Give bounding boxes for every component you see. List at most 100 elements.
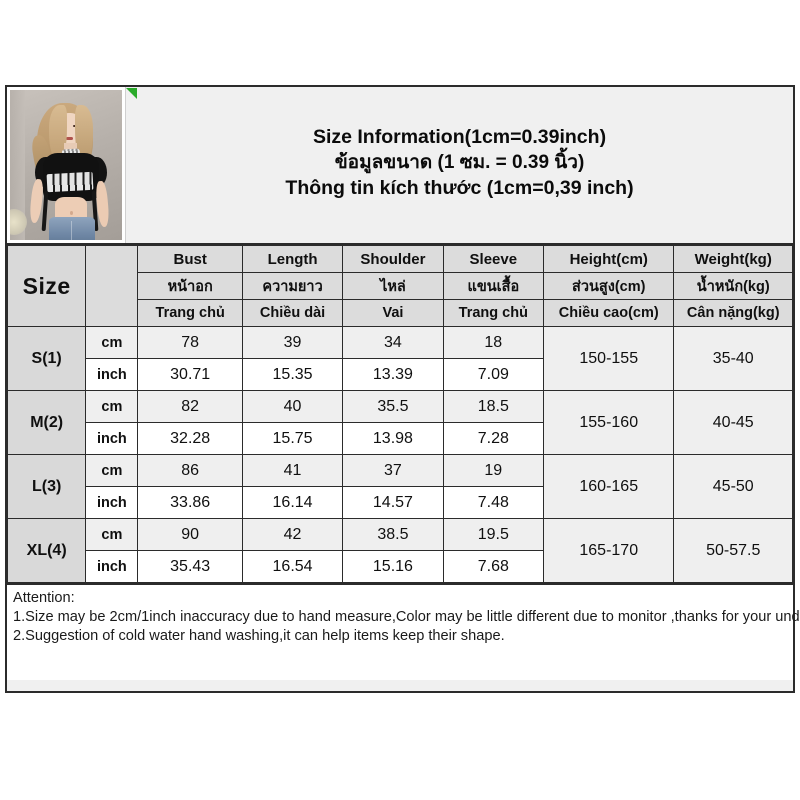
header-length-en: Length [241, 245, 344, 273]
title-thai: ข้อมูลขนาด (1 ซม. = 0.39 นิ้ว) [334, 152, 585, 174]
header-length-vi: Chiều dài [241, 299, 344, 327]
weight-m: 40-45 [673, 390, 793, 455]
bust-inch-s: 30.71 [137, 358, 243, 391]
height-m: 155-160 [542, 390, 675, 455]
header-bust-th: หน้าอก [137, 272, 243, 300]
table-row: S(1) cm 78 39 34 18 150-155 35-40 [6, 326, 793, 391]
model-jeans [49, 217, 95, 243]
table-row: M(2) cm 82 40 35.5 18.5 155-160 40-45 [6, 390, 793, 455]
photo-wall-seam [7, 87, 25, 243]
shoulder-cm-l: 37 [342, 454, 444, 487]
size-name-l: L(3) [6, 454, 87, 519]
weight-s: 35-40 [673, 326, 793, 391]
bust-inch-l: 33.86 [137, 486, 243, 519]
attention-note-1: 1.Size may be 2cm/1inch inaccuracy due t… [13, 608, 800, 625]
sleeve-inch-s: 7.09 [442, 358, 545, 391]
size-name-s: S(1) [6, 326, 87, 391]
unit-inch: inch [85, 486, 139, 519]
bust-cm-m: 82 [137, 390, 243, 423]
green-corner-marker [126, 88, 137, 99]
bust-inch-m: 32.28 [137, 422, 243, 455]
bust-cm-l: 86 [137, 454, 243, 487]
header-shoulder-vi: Vai [342, 299, 444, 327]
unit-column-header [85, 245, 139, 327]
attention-heading: Attention: [13, 590, 75, 606]
sleeve-cm-xl: 19.5 [442, 518, 545, 551]
unit-inch: inch [85, 358, 139, 391]
model-navel [70, 211, 73, 215]
sleeve-inch-l: 7.48 [442, 486, 545, 519]
header-height-vi: Chiều cao(cm) [542, 299, 675, 327]
sleeve-cm-l: 19 [442, 454, 545, 487]
title-english: Size Information(1cm=0.39inch) [312, 125, 607, 148]
header-length-th: ความยาว [241, 272, 344, 300]
header-sleeve-en: Sleeve [442, 245, 545, 273]
sleeve-cm-s: 18 [442, 326, 545, 359]
header-shoulder-en: Shoulder [342, 245, 444, 273]
shoulder-cm-xl: 38.5 [342, 518, 444, 551]
header-row-thai: หน้าอก ความยาว ไหล่ แขนเสื้อ ส่วนสูง(cm)… [8, 272, 793, 300]
chart-header-banner: Size Information(1cm=0.39inch) ข้อมูลขนา… [7, 87, 793, 245]
attention-note-2: 2.Suggestion of cold water hand washing,… [13, 627, 505, 644]
bust-inch-xl: 35.43 [137, 550, 243, 583]
height-s: 150-155 [542, 326, 675, 391]
header-row-english: Size Bust Length Shoulder Sleeve Height(… [6, 245, 793, 327]
bust-cm-s: 78 [137, 326, 243, 359]
header-weight-vi: Cân nặng(kg) [673, 299, 793, 327]
shoulder-inch-s: 13.39 [342, 358, 444, 391]
shoulder-inch-m: 13.98 [342, 422, 444, 455]
header-sleeve-vi: Trang chủ [442, 299, 545, 327]
unit-inch: inch [85, 422, 139, 455]
weight-xl: 50-57.5 [673, 518, 793, 583]
length-inch-m: 15.75 [241, 422, 344, 455]
title-block: Size Information(1cm=0.39inch) ข้อมูลขนา… [126, 87, 793, 243]
length-inch-l: 16.14 [241, 486, 344, 519]
header-weight-en: Weight(kg) [673, 245, 793, 273]
size-measurements-table: Size Bust Length Shoulder Sleeve Height(… [6, 245, 793, 583]
length-cm-s: 39 [241, 326, 344, 359]
size-name-m: M(2) [6, 390, 87, 455]
unit-inch: inch [85, 550, 139, 583]
header-sleeve-th: แขนเสื้อ [442, 272, 545, 300]
header-bust-en: Bust [137, 245, 243, 273]
photo-inner-border [7, 87, 125, 243]
size-chart-frame: Size Information(1cm=0.39inch) ข้อมูลขนา… [5, 85, 800, 693]
table-row: inch 30.71 15.35 13.39 7.09 [8, 358, 793, 391]
header-shoulder-th: ไหล่ [342, 272, 444, 300]
shoulder-inch-l: 14.57 [342, 486, 444, 519]
photo-light-spot [7, 209, 27, 235]
height-l: 160-165 [542, 454, 675, 519]
header-row-vietnamese: Trang chủ Chiều dài Vai Trang chủ Chiều … [8, 299, 793, 327]
header-bust-vi: Trang chủ [137, 299, 243, 327]
sleeve-inch-xl: 7.68 [442, 550, 545, 583]
model-hair-front-right [75, 105, 93, 163]
length-inch-s: 15.35 [241, 358, 344, 391]
unit-cm: cm [85, 390, 139, 423]
header-height-en: Height(cm) [542, 245, 675, 273]
size-column-header: Size [6, 245, 87, 327]
length-inch-xl: 16.54 [241, 550, 344, 583]
height-xl: 165-170 [542, 518, 675, 583]
unit-cm: cm [85, 326, 139, 359]
title-vietnamese: Thông tin kích thước (1cm=0,39 inch) [285, 176, 634, 199]
header-height-th: ส่วนสูง(cm) [542, 272, 675, 300]
header-weight-th: น้ำหนัก(kg) [673, 272, 793, 300]
size-name-xl: XL(4) [6, 518, 87, 583]
attention-notes: Attention: 1.Size may be 2cm/1inch inacc… [7, 583, 800, 680]
table-row: inch 35.43 16.54 15.16 7.68 [8, 550, 793, 583]
sleeve-cm-m: 18.5 [442, 390, 545, 423]
jeans-seam [71, 221, 72, 243]
table-row: L(3) cm 86 41 37 19 160-165 45-50 [6, 454, 793, 519]
shoulder-inch-xl: 15.16 [342, 550, 444, 583]
unit-cm: cm [85, 518, 139, 551]
table-row: inch 32.28 15.75 13.98 7.28 [8, 422, 793, 455]
weight-l: 45-50 [673, 454, 793, 519]
model-hair-front-left [49, 105, 67, 161]
table-row: XL(4) cm 90 42 38.5 19.5 165-170 50-57.5 [6, 518, 793, 583]
unit-cm: cm [85, 454, 139, 487]
shoulder-cm-s: 34 [342, 326, 444, 359]
length-cm-m: 40 [241, 390, 344, 423]
bust-cm-xl: 90 [137, 518, 243, 551]
shoulder-cm-m: 35.5 [342, 390, 444, 423]
